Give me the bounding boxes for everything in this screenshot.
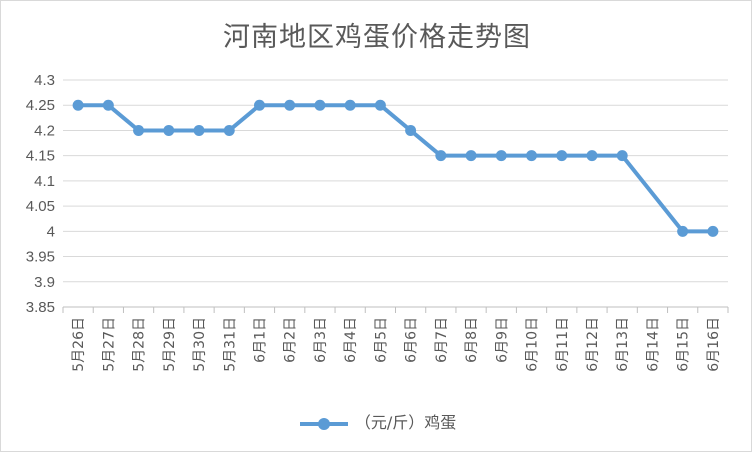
data-point[interactable] [435, 150, 447, 162]
x-tick-label: 6月15日 [676, 317, 692, 372]
series-line-segment [378, 103, 413, 133]
x-tick-label: 6月3日 [313, 317, 329, 363]
x-tick-label: 6月2日 [283, 317, 299, 363]
series-line-segment [620, 153, 685, 234]
data-point[interactable] [465, 150, 477, 162]
data-point[interactable] [586, 150, 598, 162]
data-point[interactable] [133, 124, 145, 136]
series-line-segment [227, 103, 262, 133]
x-tick-label: 6月6日 [404, 317, 420, 363]
x-tick-label: 5月26日 [71, 317, 87, 372]
data-point[interactable] [344, 99, 356, 111]
legend-line-marker-icon [299, 417, 348, 430]
y-axis: 4.3 4.25 4.2 4.15 4.1 4.05 4 3.95 3.9 3.85 [26, 72, 55, 316]
data-point[interactable] [526, 150, 538, 162]
data-point[interactable] [405, 124, 417, 136]
series-line-segment [408, 128, 443, 158]
x-tick-label: 6月16日 [706, 317, 722, 372]
data-point[interactable] [677, 225, 689, 237]
x-tick-label: 6月8日 [464, 317, 480, 363]
series [72, 99, 719, 237]
data-point[interactable] [284, 99, 296, 111]
x-tick-label: 5月29日 [162, 317, 178, 372]
legend-label: （元/斤）鸡蛋 [354, 413, 457, 432]
data-point[interactable] [253, 99, 265, 111]
data-point[interactable] [374, 99, 386, 111]
x-tick-label: 5月30日 [192, 317, 208, 372]
data-point[interactable] [163, 124, 175, 136]
x-tick-label: 6月12日 [585, 317, 601, 372]
x-tick-label: 5月31日 [222, 317, 238, 372]
x-tick-label: 6月1日 [252, 317, 268, 363]
y-tick-label: 4 [47, 223, 55, 240]
data-point[interactable] [616, 150, 628, 162]
series-line-segment [106, 103, 141, 133]
x-tick-label: 5月27日 [101, 317, 117, 372]
data-point[interactable] [495, 150, 507, 162]
y-tick-label: 4.2 [34, 122, 55, 139]
data-point[interactable] [314, 99, 326, 111]
y-tick-label: 4.05 [26, 198, 55, 215]
legend[interactable]: （元/斤）鸡蛋 [1, 409, 752, 433]
x-axis: 5月26日 5月27日 5月28日 5月29日 5月30日 5月31日 6月1日 6月2日 6月… [62, 306, 729, 372]
data-point[interactable] [72, 99, 84, 111]
gridlines [63, 79, 728, 308]
y-tick-label: 4.15 [26, 148, 55, 165]
y-tick-label: 3.9 [34, 274, 55, 291]
y-tick-label: 4.1 [34, 173, 55, 190]
x-tick-label: 6月11日 [555, 317, 571, 372]
data-point[interactable] [556, 150, 568, 162]
x-tick-label: 6月9日 [494, 317, 510, 363]
y-tick-label: 4.3 [34, 72, 55, 89]
y-tick-label: 4.25 [26, 97, 55, 114]
data-point[interactable] [223, 124, 235, 136]
x-tick-label: 6月14日 [645, 317, 661, 372]
x-tick-label: 6月5日 [373, 317, 389, 363]
x-tick-label: 6月13日 [615, 317, 631, 372]
x-tick-label: 5月28日 [132, 317, 148, 372]
x-tick-label: 6月7日 [434, 317, 450, 363]
x-tick-label: 6月10日 [525, 317, 541, 372]
data-point[interactable] [707, 225, 719, 237]
y-tick-label: 3.85 [26, 299, 55, 316]
chart-title: 河南地区鸡蛋价格走势图 [223, 22, 531, 53]
x-tick-label: 6月4日 [343, 317, 359, 363]
y-tick-label: 3.95 [26, 249, 55, 266]
data-point[interactable] [102, 99, 114, 111]
data-point[interactable] [193, 124, 205, 136]
